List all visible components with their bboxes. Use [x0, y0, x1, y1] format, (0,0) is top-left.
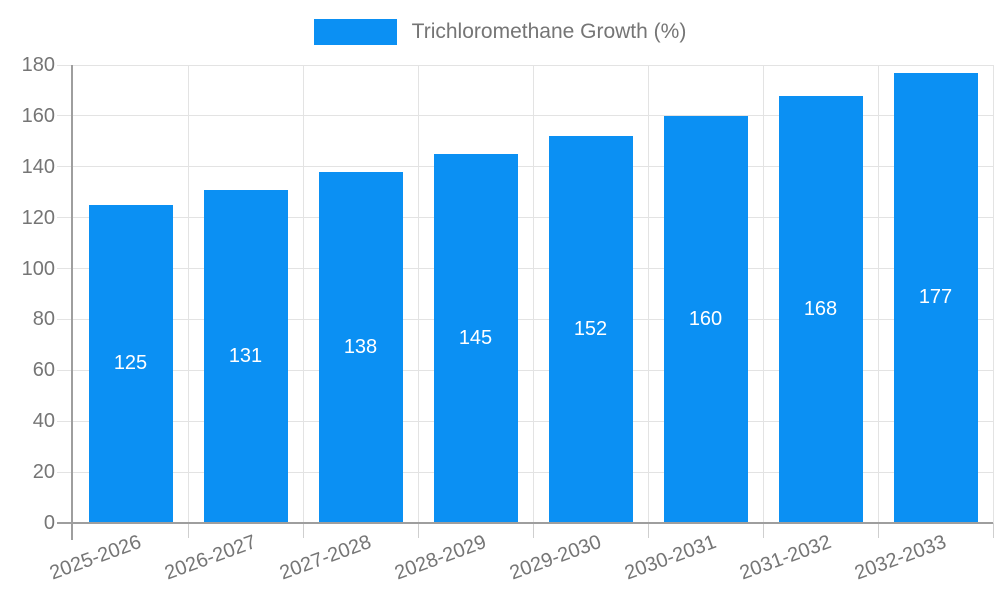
y-axis-label: 100	[21, 257, 55, 280]
y-axis-label: 20	[32, 461, 55, 484]
x-axis-label: 2027-2028	[276, 531, 375, 585]
x-tick	[992, 523, 994, 538]
gridline-v	[187, 65, 189, 523]
gridline-v	[647, 65, 649, 523]
y-tick	[57, 115, 73, 117]
legend[interactable]: Trichloromethane Growth (%)	[0, 19, 1000, 45]
y-tick	[57, 64, 73, 66]
x-tick	[647, 523, 649, 538]
bar[interactable]: 168	[778, 95, 863, 523]
bar-value-label: 152	[573, 318, 608, 341]
x-tick	[532, 523, 534, 538]
bar[interactable]: 125	[88, 204, 173, 523]
legend-swatch	[313, 19, 397, 45]
y-tick	[57, 471, 73, 473]
bar[interactable]: 138	[318, 171, 403, 523]
bar-value-label: 145	[458, 327, 493, 350]
y-axis-line	[71, 65, 73, 540]
gridline-v	[877, 65, 879, 523]
bar[interactable]: 152	[548, 136, 633, 523]
gridline-v	[417, 65, 419, 523]
bar-value-label: 168	[803, 297, 838, 320]
y-axis-label: 180	[21, 54, 55, 76]
x-axis-label: 2032-2033	[851, 531, 950, 585]
gridline-v	[532, 65, 534, 523]
bar[interactable]: 145	[433, 154, 518, 523]
y-axis-label: 60	[32, 359, 55, 382]
bar[interactable]: 177	[893, 72, 978, 523]
bar-value-label: 177	[918, 286, 953, 309]
gridline-v	[762, 65, 764, 523]
gridline-v	[302, 65, 304, 523]
bar[interactable]: 131	[203, 189, 288, 523]
y-axis-label: 40	[32, 410, 55, 433]
y-axis-label: 140	[21, 155, 55, 178]
x-tick	[302, 523, 304, 538]
bar-value-label: 125	[113, 352, 148, 375]
y-tick	[57, 217, 73, 219]
y-axis-label: 80	[32, 308, 55, 331]
y-axis-label: 160	[21, 104, 55, 127]
x-tick	[877, 523, 879, 538]
x-axis-label: 2030-2031	[621, 531, 720, 585]
bar-value-label: 138	[343, 335, 378, 358]
y-axis-label: 120	[21, 206, 55, 229]
bar-value-label: 131	[228, 344, 263, 367]
x-axis-label: 2026-2027	[161, 531, 260, 585]
y-tick	[57, 420, 73, 422]
y-tick	[57, 318, 73, 320]
y-tick	[57, 268, 73, 270]
x-tick	[762, 523, 764, 538]
x-axis-line	[57, 522, 993, 524]
x-axis-label: 2029-2030	[506, 531, 605, 585]
x-axis-label: 2031-2032	[736, 531, 835, 585]
bar[interactable]: 160	[663, 115, 748, 523]
x-tick	[187, 523, 189, 538]
gridline-v	[992, 65, 994, 523]
x-axis-label: 2028-2029	[391, 531, 490, 585]
x-tick	[417, 523, 419, 538]
y-tick	[57, 166, 73, 168]
legend-label: Trichloromethane Growth (%)	[411, 20, 687, 43]
bar-value-label: 160	[688, 307, 723, 330]
y-axis-label: 0	[43, 512, 55, 534]
x-axis-label: 2025-2026	[46, 531, 145, 585]
y-tick	[57, 369, 73, 371]
